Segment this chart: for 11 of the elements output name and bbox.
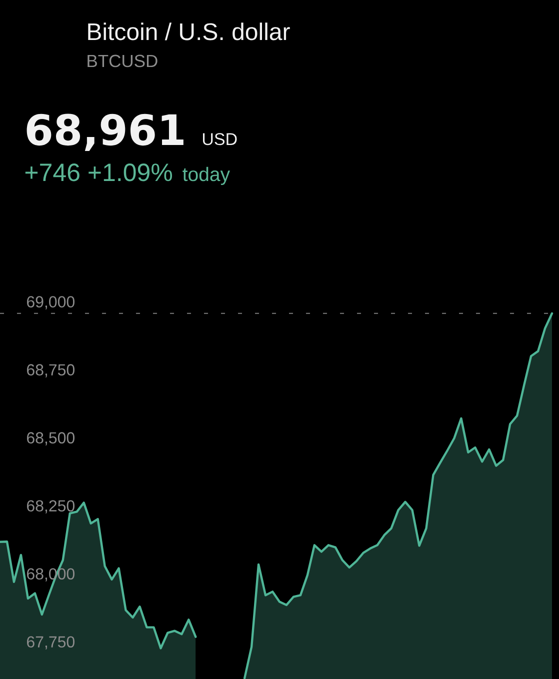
y-tick-label: 67,750 <box>27 636 74 650</box>
y-tick-label: 69,000 <box>27 296 74 310</box>
annotation: USD <box>202 133 237 146</box>
text: BTCUSD <box>88 54 158 68</box>
y-tick-label: 68,500 <box>27 432 74 446</box>
annotation: +746 +1.09% <box>25 164 172 182</box>
annotation: today <box>182 166 230 186</box>
y-tick-label: 68,750 <box>27 364 74 378</box>
annotation: 68,961 <box>26 114 184 151</box>
text: Bitcoin / U.S. dollar <box>88 22 290 40</box>
y-tick-label: 68,250 <box>27 500 74 514</box>
